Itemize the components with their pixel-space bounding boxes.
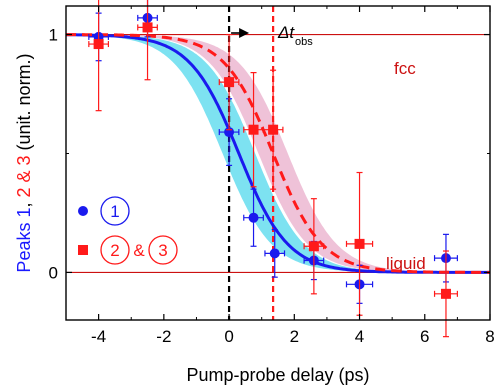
y-tick-label: 1 xyxy=(49,26,58,45)
y-tick-label: 0 xyxy=(49,263,58,282)
fit-curves xyxy=(66,33,490,274)
point-series-2-4 xyxy=(243,72,264,188)
fit-band-series-1 xyxy=(66,34,490,273)
point-series-2-5 xyxy=(262,69,284,190)
marker-square xyxy=(354,238,365,249)
marker-square xyxy=(142,22,153,33)
marker-square xyxy=(93,39,104,50)
fit-bands xyxy=(66,34,490,273)
marker-square xyxy=(224,77,235,88)
marker-square xyxy=(268,124,279,135)
delta-t-symbol: Δt xyxy=(277,23,295,42)
marker-square xyxy=(308,241,319,252)
y-axis-label-part-0: Peaks xyxy=(14,218,34,273)
point-series-1-5 xyxy=(264,229,286,278)
legend-peak23-marker xyxy=(78,245,88,255)
legend-peak1-marker xyxy=(78,206,88,216)
fit-curve-series-1 xyxy=(66,33,490,274)
y-axis-label-part-2: , xyxy=(14,198,34,208)
delta-t-arrowhead xyxy=(239,28,250,38)
point-series-1-4 xyxy=(243,188,264,247)
delta-t-annotation: Δt obs xyxy=(231,23,313,48)
x-axis-label: Pump-probe delay (ps) xyxy=(186,365,369,385)
x-tick-label: -2 xyxy=(156,327,171,346)
point-series-2-6 xyxy=(303,198,325,295)
fcc-label: fcc xyxy=(394,59,416,78)
point-series-2-8 xyxy=(433,250,458,338)
legend-peak2-ring xyxy=(100,235,130,265)
point-series-2-2 xyxy=(137,0,158,81)
legend-peak2-label: 2 xyxy=(110,241,119,260)
legend-peak3-ring xyxy=(148,235,178,265)
fit-curve-series-2 xyxy=(66,33,490,274)
x-tick-label: 0 xyxy=(224,327,233,346)
x-tick-label: 2 xyxy=(290,327,299,346)
data-points xyxy=(88,0,458,338)
axis-ticks: -4 -2 0 2 4 6 8 0 1 xyxy=(49,6,495,346)
legend-peak1-label: 1 xyxy=(110,202,119,221)
legend-peak1-ring xyxy=(100,196,130,226)
y-axis-label: Peaks 1, 2 & 3 (unit. norm.) xyxy=(14,53,34,272)
legend: 1 2 & 3 xyxy=(78,196,178,265)
legend-peak3-label: 3 xyxy=(158,241,167,260)
y-axis-label-part-3: 2 & 3 xyxy=(14,155,34,197)
y-axis-label-part-4: (unit. norm.) xyxy=(14,53,34,155)
marker-circle xyxy=(269,248,280,259)
marker-circle xyxy=(248,212,259,223)
fit-band-series-2 xyxy=(66,34,490,273)
plot-frame xyxy=(65,5,491,321)
x-tick-label: -4 xyxy=(91,327,106,346)
point-series-2-1 xyxy=(88,0,110,112)
marker-square xyxy=(440,288,451,299)
marker-square xyxy=(248,124,259,135)
legend-amp: & xyxy=(133,241,145,260)
y-axis-label-part-1: 1 xyxy=(14,208,34,218)
x-tick-label: 4 xyxy=(355,327,364,346)
point-series-2-3 xyxy=(218,33,240,131)
liquid-label: liquid xyxy=(386,254,426,273)
x-tick-label: 6 xyxy=(420,327,429,346)
delta-t-subscript: obs xyxy=(295,36,313,48)
x-tick-label: 8 xyxy=(485,327,494,346)
point-series-2-7 xyxy=(345,171,374,316)
